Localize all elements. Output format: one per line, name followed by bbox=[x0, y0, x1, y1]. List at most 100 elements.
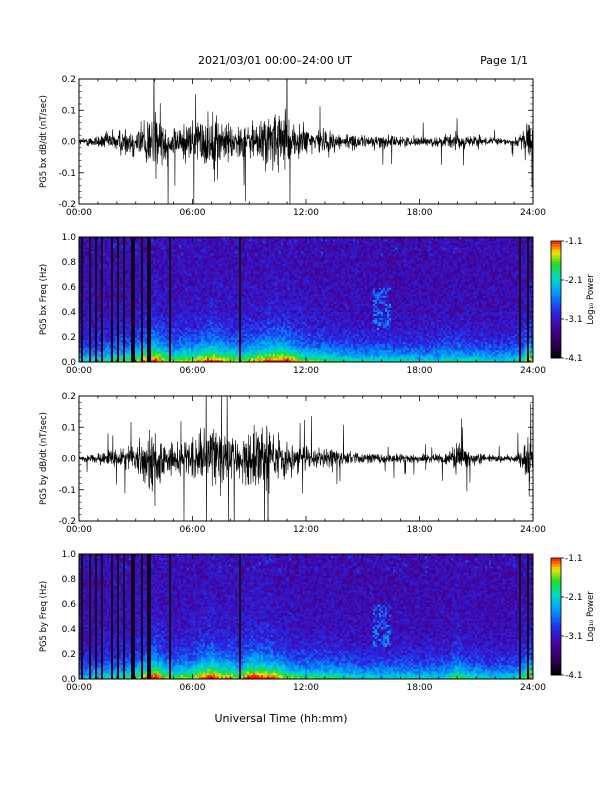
spectrogram-cell bbox=[171, 243, 173, 245]
spectrogram-cell bbox=[231, 354, 233, 356]
spectrogram-cell bbox=[133, 253, 135, 255]
spectrogram-cell bbox=[173, 310, 175, 312]
spectrogram-cell bbox=[119, 273, 121, 275]
spectrogram-cell bbox=[91, 291, 93, 293]
spectrogram-cell bbox=[199, 302, 201, 304]
spectrogram-cell bbox=[217, 269, 219, 271]
spectrogram-cell bbox=[147, 293, 149, 295]
spectrogram-cell bbox=[165, 249, 167, 251]
spectrogram-cell bbox=[229, 263, 231, 265]
spectrogram-cell bbox=[189, 308, 191, 310]
spectrogram-cell bbox=[161, 253, 163, 255]
spectrogram-cell bbox=[141, 285, 143, 287]
spectrogram-cell bbox=[225, 283, 227, 285]
spectrogram-cell bbox=[167, 287, 169, 289]
spectrogram-cell bbox=[193, 261, 195, 263]
spectrogram-cell bbox=[149, 287, 151, 289]
spectrogram-cell bbox=[145, 342, 147, 344]
spectrogram-cell bbox=[213, 318, 215, 320]
spectrogram-cell bbox=[91, 263, 93, 265]
spectrogram-cell bbox=[89, 310, 91, 312]
spectrogram-cell bbox=[151, 304, 153, 306]
spectrogram-cell bbox=[81, 318, 83, 320]
spectrogram-cell bbox=[169, 338, 171, 340]
spectrogram-cell bbox=[153, 289, 155, 291]
spectrogram-cell bbox=[105, 269, 107, 271]
spectrogram-cell bbox=[181, 267, 183, 269]
spectrogram-cell bbox=[121, 295, 123, 297]
spectrogram-cell bbox=[155, 295, 157, 297]
spectrogram-cell bbox=[81, 283, 83, 285]
spectrogram-cell bbox=[107, 281, 109, 283]
spectrogram-cell bbox=[141, 338, 143, 340]
spectrogram-cell bbox=[203, 273, 205, 275]
spectrogram-cell bbox=[123, 291, 125, 293]
spectrogram-cell bbox=[173, 354, 175, 356]
spectrogram-cell bbox=[209, 247, 211, 249]
spectrogram-cell bbox=[123, 324, 125, 326]
spectrogram-cell bbox=[201, 326, 203, 328]
spectrogram-cell bbox=[191, 324, 193, 326]
spectrogram-cell bbox=[109, 358, 111, 360]
spectrogram-cell bbox=[131, 314, 133, 316]
spectrogram-cell bbox=[187, 287, 189, 289]
spectrogram-cell bbox=[211, 302, 213, 304]
spectrogram-cell bbox=[175, 265, 177, 267]
spectrogram-cell bbox=[81, 358, 83, 360]
spectrogram-cell bbox=[233, 310, 235, 312]
spectrogram-cell bbox=[167, 322, 169, 324]
spectrogram-cell bbox=[113, 275, 115, 277]
spectrogram-cell bbox=[159, 348, 161, 350]
spectrogram-cell bbox=[185, 255, 187, 257]
spectrogram-cell bbox=[159, 255, 161, 257]
spectrogram-cell bbox=[165, 324, 167, 326]
spectrogram-cell bbox=[193, 245, 195, 247]
spectrogram-cell bbox=[191, 297, 193, 299]
spectrogram-cell bbox=[161, 287, 163, 289]
spectrogram-cell bbox=[83, 350, 85, 352]
spectrogram-cell bbox=[191, 277, 193, 279]
spectrogram-cell bbox=[121, 342, 123, 344]
spectrogram-cell bbox=[129, 310, 131, 312]
spectrogram-cell bbox=[163, 340, 165, 342]
spectrogram-cell bbox=[117, 304, 119, 306]
spectrogram-cell bbox=[145, 340, 147, 342]
spectrogram-cell bbox=[145, 316, 147, 318]
spectrogram-cell bbox=[143, 295, 145, 297]
spectrogram-cell bbox=[85, 306, 87, 308]
spectrogram-cell bbox=[107, 249, 109, 251]
spectrogram-cell bbox=[161, 304, 163, 306]
spectrogram-cell bbox=[175, 324, 177, 326]
spectrogram-cell bbox=[201, 300, 203, 302]
spectrogram-cell bbox=[149, 255, 151, 257]
spectrogram-cell bbox=[103, 332, 105, 334]
spectrogram-cell bbox=[137, 308, 139, 310]
spectrogram-cell bbox=[193, 334, 195, 336]
spectrogram-cell bbox=[147, 358, 149, 360]
spectrogram-cell bbox=[109, 328, 111, 330]
spectrogram-cell bbox=[147, 340, 149, 342]
spectrogram-cell bbox=[119, 326, 121, 328]
spectrogram-cell bbox=[93, 350, 95, 352]
spectrogram-cell bbox=[95, 293, 97, 295]
spectrogram-cell bbox=[111, 289, 113, 291]
spectrogram-cell bbox=[117, 279, 119, 281]
spectrogram-cell bbox=[127, 275, 129, 277]
spectrogram-cell bbox=[125, 295, 127, 297]
spectrogram-cell bbox=[205, 255, 207, 257]
spectrogram-cell bbox=[131, 302, 133, 304]
spectrogram-cell bbox=[205, 245, 207, 247]
spectrogram-cell bbox=[229, 281, 231, 283]
spectrogram-cell bbox=[225, 324, 227, 326]
spectrogram-cell bbox=[163, 348, 165, 350]
spectrogram-cell bbox=[163, 326, 165, 328]
spectrogram-cell bbox=[85, 241, 87, 243]
spectrogram-cell bbox=[145, 336, 147, 338]
spectrogram-cell bbox=[181, 261, 183, 263]
spectrogram-cell bbox=[121, 271, 123, 273]
spectrogram-cell bbox=[229, 324, 231, 326]
spectrogram-cell bbox=[87, 328, 89, 330]
spectrogram-cell bbox=[101, 255, 103, 257]
spectrogram-cell bbox=[163, 247, 165, 249]
spectrogram-cell bbox=[209, 316, 211, 318]
